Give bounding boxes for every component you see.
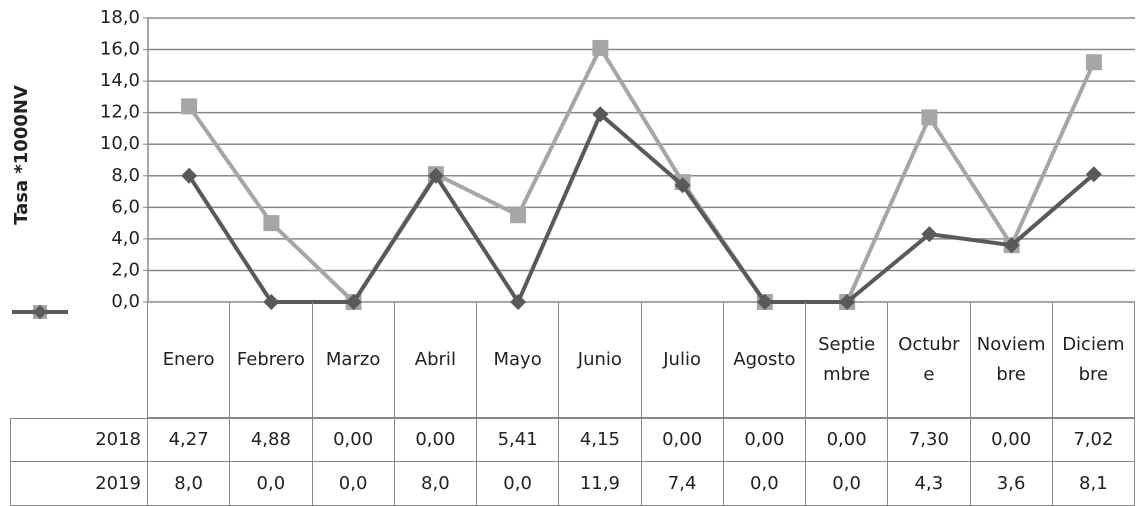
legend-marker xyxy=(33,305,47,319)
x-tick-label: Septiembre xyxy=(806,302,889,418)
table-value: 0,0 xyxy=(312,462,395,506)
table-value: 4,88 xyxy=(230,418,313,462)
x-tick-label: Abril xyxy=(394,302,477,418)
point xyxy=(181,167,198,184)
table-value: 0,0 xyxy=(806,462,889,506)
series-line xyxy=(187,45,1096,304)
table-value: 0,00 xyxy=(394,418,477,462)
point xyxy=(427,167,444,184)
legend-label: 2018 xyxy=(95,429,141,450)
point xyxy=(263,215,280,232)
point xyxy=(921,226,938,243)
point xyxy=(345,294,362,310)
table-value: 5,41 xyxy=(477,418,560,462)
table-value: 7,30 xyxy=(888,418,971,462)
table-value: 7,02 xyxy=(1052,418,1135,462)
data-table: Enero Febrero Marzo Abril Mayo Junio Julio Agos… xyxy=(10,302,1135,506)
table-value: 8,0 xyxy=(148,462,231,506)
legend-key xyxy=(12,305,68,319)
y-tick-label: 16,0 xyxy=(100,39,140,60)
table-corner xyxy=(10,302,148,418)
table-value: 0,0 xyxy=(230,462,313,506)
point xyxy=(510,294,527,310)
point xyxy=(674,177,691,194)
point xyxy=(1003,237,1020,254)
legend-entry: 2019 xyxy=(10,305,148,506)
y-tick-label: 18,0 xyxy=(100,7,140,28)
table-value: 0,00 xyxy=(312,418,395,462)
y-tick-label: 4,0 xyxy=(111,228,140,249)
table-value: 0,0 xyxy=(723,462,806,506)
y-tick-label: 2,0 xyxy=(111,259,140,280)
y-axis-label: Tasa *1000NV xyxy=(11,85,32,225)
point xyxy=(592,106,609,123)
y-tick-label: 12,0 xyxy=(100,102,140,123)
legend-label: 2019 xyxy=(95,472,141,494)
table-value: 3,6 xyxy=(970,462,1053,506)
legend-entry: 2018 xyxy=(10,305,148,462)
table-value: 4,15 xyxy=(559,418,642,462)
point xyxy=(181,98,198,115)
point xyxy=(263,294,280,310)
x-tick-label: Diciembre xyxy=(1052,302,1135,418)
table-value: 8,0 xyxy=(394,462,477,506)
table-value: 4,27 xyxy=(148,418,231,462)
point xyxy=(510,207,527,224)
y-tick-label: 8,0 xyxy=(111,165,140,186)
y-tick-label: 14,0 xyxy=(100,70,140,91)
x-tick-label: Julio xyxy=(641,302,724,418)
point xyxy=(921,109,938,126)
table-value: 0,00 xyxy=(970,418,1053,462)
x-tick-label: Noviembre xyxy=(970,302,1053,418)
point xyxy=(756,294,773,310)
series-line xyxy=(187,112,1096,304)
x-tick-label: Mayo xyxy=(477,302,560,418)
x-tick-label: Agosto xyxy=(723,302,806,418)
x-tick-label: Febrero xyxy=(230,302,313,418)
x-tick-label: Junio xyxy=(559,302,642,418)
x-tick-label: Enero xyxy=(148,302,231,418)
y-tick-label: 10,0 xyxy=(100,133,140,154)
point xyxy=(1085,166,1102,183)
x-tick-label: Octubre xyxy=(888,302,971,418)
y-tick-label: 0,0 xyxy=(111,291,140,312)
table-value: 0,00 xyxy=(806,418,889,462)
table-value: 11,9 xyxy=(559,462,642,506)
table-value: 0,00 xyxy=(723,418,806,462)
table-value: 0,00 xyxy=(641,418,724,462)
point xyxy=(839,294,856,310)
point xyxy=(1085,54,1102,71)
table-value: 7,4 xyxy=(641,462,724,506)
table-value: 4,3 xyxy=(888,462,971,506)
point xyxy=(592,39,609,56)
y-tick-label: 6,0 xyxy=(111,196,140,217)
x-tick-label: Marzo xyxy=(312,302,395,418)
table-value: 8,1 xyxy=(1052,462,1135,506)
table-value: 0,0 xyxy=(477,462,560,506)
